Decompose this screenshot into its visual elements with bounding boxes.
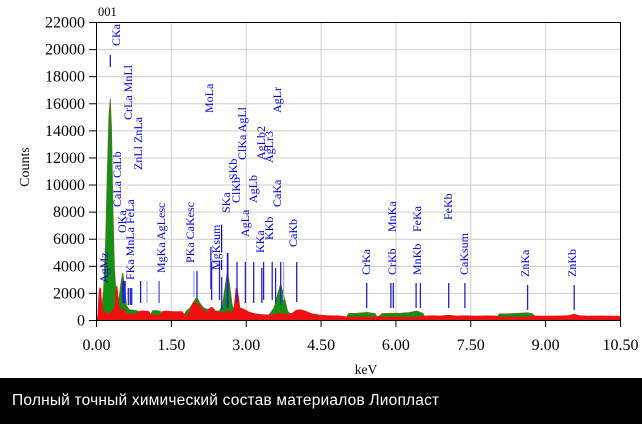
peak-label-crla-mnll: CrLa MnLl <box>121 64 135 120</box>
peak-label-mnka: MnKa <box>385 201 399 232</box>
peak-label-cakb: CaKb <box>286 219 300 247</box>
peak-label-znll-znla: ZnLl ZnLa <box>131 116 145 170</box>
peak-label-pka-cakesc: PKa CaKesc <box>183 202 197 263</box>
peak-label-mgka-aglesc: MgKa AgLesc <box>154 203 168 273</box>
plot-frame <box>96 22 621 321</box>
x-axis-tick-label: 1.50 <box>157 337 185 354</box>
peak-label-feka: FeKa <box>410 205 424 232</box>
x-axis-tick-label: 10.50 <box>603 337 639 354</box>
peak-label-mnkb: MnKb <box>410 244 424 275</box>
peak-label-znkb: ZnKb <box>565 249 579 277</box>
x-axis-tick-label: 7.50 <box>457 337 485 354</box>
y-axis-tick-label: 10000 <box>45 177 85 194</box>
peak-label-caka: CaKa <box>270 179 284 207</box>
caption-bar: Полный точный химический состав материал… <box>0 378 642 424</box>
peak-label-skb: SKb <box>226 159 240 180</box>
peak-label-agmz: AgMz <box>97 252 111 283</box>
y-axis-tick-label: 18000 <box>45 69 85 86</box>
y-axis-tick-label: 6000 <box>53 231 85 248</box>
peak-label-cala-calb: CaLa CaLb <box>110 151 124 207</box>
chart-title: 001 <box>98 5 117 19</box>
peak-label-aglb2: AgLb2 <box>254 126 268 160</box>
y-axis-title: Counts <box>18 147 33 187</box>
caption-text: Полный точный химический состав материал… <box>12 392 440 409</box>
x-axis-tick-label: 0.00 <box>83 337 111 354</box>
y-axis-tick-label: 14000 <box>45 123 85 140</box>
peak-label-caksum: CaKsum <box>457 232 471 275</box>
peak-label-aglr: AgLr <box>270 87 284 113</box>
y-axis-tick-label: 22000 <box>45 15 85 32</box>
x-axis-tick-label: 4.50 <box>307 337 335 354</box>
peak-label-cka: CKa <box>109 23 123 46</box>
peak-label-clkb: ClKb <box>229 177 243 203</box>
y-axis-tick-label: 16000 <box>45 96 85 113</box>
peak-label-mgksum: MgKsum <box>209 224 223 270</box>
y-axis-tick-label: 12000 <box>45 150 85 167</box>
peak-label-ska: SKa <box>219 192 233 213</box>
peak-label-fka-mnla-fela: FKa MnLa FeLa <box>123 199 137 280</box>
series-background-area <box>96 286 621 321</box>
y-axis-tick-label: 0 <box>77 313 85 330</box>
peak-label-clka-agll: ClKa AgLl <box>235 106 249 160</box>
x-axis-tick-label: 9.00 <box>532 337 560 354</box>
x-axis-tick-label: 3.00 <box>232 337 260 354</box>
peak-label-kkb: KKb <box>262 217 276 240</box>
y-axis-tick-label: 20000 <box>45 42 85 59</box>
y-axis-tick-label: 2000 <box>53 285 85 302</box>
peak-label-kka: KKa <box>253 230 267 253</box>
peak-label-aglb: AgLb <box>246 175 260 203</box>
peak-label-crkb: CrKb <box>385 248 399 275</box>
peak-label-fekb: FeKb <box>441 193 455 220</box>
y-axis-tick-label: 8000 <box>53 204 85 221</box>
x-axis-title: keV <box>355 362 378 377</box>
peak-label-mola: MoLa <box>202 83 216 113</box>
y-axis-tick-label: 4000 <box>53 258 85 275</box>
peak-label-agla: AgLa <box>238 209 252 237</box>
peak-label-crka: CrKa <box>359 248 373 275</box>
peak-label-znka: ZnKa <box>518 249 532 277</box>
peak-label-oka: OKa <box>115 210 129 233</box>
x-axis-tick-label: 6.00 <box>382 337 410 354</box>
peak-label-aglr3: AgLr3 <box>262 131 276 163</box>
